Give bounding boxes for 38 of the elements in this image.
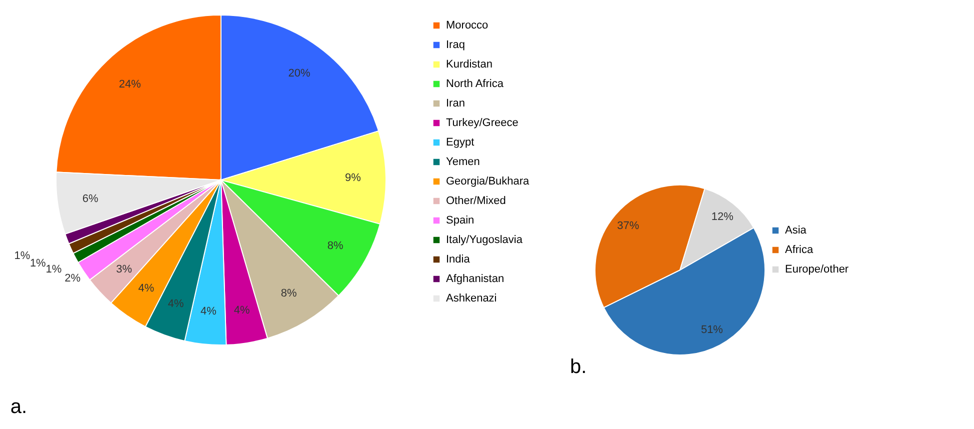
- data-label: 51%: [700, 324, 724, 336]
- legend-label: Egypt: [446, 136, 474, 148]
- data-label: 2%: [64, 272, 81, 285]
- legend-label: Spain: [446, 214, 474, 226]
- data-label: 4%: [200, 305, 217, 318]
- data-label: 8%: [327, 240, 344, 252]
- legend-label: Europe/other: [785, 264, 849, 276]
- legend-label: Kurdistan: [446, 58, 492, 70]
- legend-label: Morocco: [446, 20, 488, 32]
- legend-label: India: [446, 254, 471, 266]
- data-label: 6%: [82, 192, 99, 205]
- data-label: 4%: [168, 298, 184, 310]
- text: b.: [570, 356, 587, 378]
- data-label: 4%: [138, 282, 154, 295]
- legend-label: Africa: [785, 244, 814, 256]
- data-label: 3%: [116, 264, 132, 276]
- data-label: 20%: [288, 68, 310, 80]
- data-label: 1%: [30, 258, 46, 270]
- data-label: 9%: [345, 172, 362, 184]
- legend-label: Iran: [446, 98, 465, 110]
- data-label: 8%: [280, 287, 297, 300]
- data-label: 37%: [617, 220, 640, 232]
- legend-label: Yemen: [446, 156, 480, 168]
- legend-label: Asia: [785, 224, 808, 236]
- data-label: 4%: [234, 304, 250, 316]
- data-label: 1%: [14, 250, 30, 262]
- data-label: 1%: [46, 264, 62, 276]
- legend-label: Other/Mixed: [446, 195, 506, 207]
- legend-label: Afghanistan: [446, 273, 504, 285]
- legend-label: Iraq: [446, 39, 465, 51]
- legend-label: Ashkenazi: [446, 292, 497, 304]
- text: a.: [10, 396, 28, 418]
- legend-label: Italy/Yugoslavia: [446, 234, 524, 246]
- legend-label: Georgia/Bukhara: [446, 176, 530, 188]
- legend-label: North Africa: [446, 78, 504, 90]
- data-label: 24%: [118, 78, 142, 90]
- legend-label: Turkey/Greece: [446, 117, 518, 129]
- data-label: 12%: [711, 210, 734, 223]
